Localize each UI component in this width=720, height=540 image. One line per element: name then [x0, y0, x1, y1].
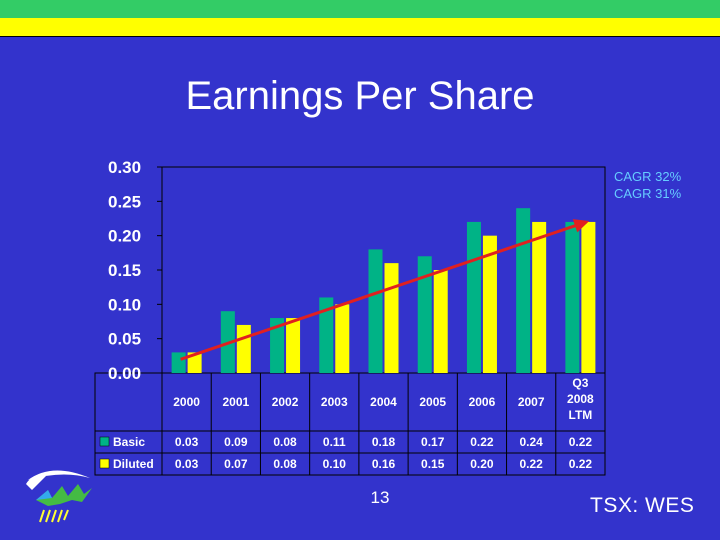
- data-label-basic: 0.22: [470, 435, 494, 449]
- y-tick-label: 0.20: [108, 227, 141, 246]
- bar-basic: [270, 318, 285, 373]
- y-tick-label: 0.10: [108, 295, 141, 314]
- category-label: 2001: [222, 395, 249, 409]
- bar-diluted: [384, 263, 399, 373]
- bar-basic: [171, 352, 186, 373]
- data-label-diluted: 0.20: [470, 457, 494, 471]
- data-label-diluted: 0.16: [372, 457, 396, 471]
- bar-diluted: [286, 318, 301, 373]
- cagr-annotation: CAGR 32%: [614, 169, 682, 184]
- legend-label-basic: Basic: [113, 435, 145, 449]
- category-label: 2006: [469, 395, 496, 409]
- bar-diluted: [581, 221, 596, 373]
- y-tick-label: 0.05: [108, 330, 141, 349]
- slide-title: Earnings Per Share: [185, 74, 535, 118]
- category-label: 2003: [321, 395, 348, 409]
- data-label-diluted: 0.22: [569, 457, 593, 471]
- category-label: LTM: [569, 408, 593, 422]
- data-label-basic: 0.03: [175, 435, 199, 449]
- category-label: 2008: [567, 392, 594, 406]
- data-label-basic: 0.18: [372, 435, 396, 449]
- ticker-symbol: TSX: WES: [590, 494, 695, 517]
- data-label-diluted: 0.07: [224, 457, 248, 471]
- trend-line: [180, 220, 587, 361]
- category-label: 2007: [518, 395, 545, 409]
- data-label-basic: 0.24: [519, 435, 543, 449]
- bar-diluted: [187, 352, 202, 373]
- trend-arrow-head: [572, 219, 590, 233]
- y-tick-label: 0.15: [108, 261, 141, 280]
- bar-diluted: [433, 270, 448, 373]
- category-label: 2005: [419, 395, 446, 409]
- data-label-basic: 0.22: [569, 435, 593, 449]
- y-tick-label: 0.25: [108, 192, 141, 211]
- data-label-basic: 0.09: [224, 435, 248, 449]
- bar-diluted: [482, 235, 497, 373]
- category-label: 2004: [370, 395, 397, 409]
- bar-basic: [565, 221, 580, 373]
- legend-label-diluted: Diluted: [113, 457, 154, 471]
- data-label-basic: 0.17: [421, 435, 445, 449]
- bar-diluted: [532, 221, 547, 373]
- y-tick-label: 0.30: [108, 158, 141, 177]
- data-label-diluted: 0.10: [323, 457, 347, 471]
- data-label-diluted: 0.22: [519, 457, 543, 471]
- header-stripe-blue: [0, 36, 720, 57]
- bar-basic: [466, 221, 481, 373]
- legend-swatch-diluted: [99, 458, 110, 469]
- bar-diluted: [236, 324, 251, 373]
- bar-basic: [368, 249, 383, 373]
- bar-basic: [319, 297, 334, 373]
- header-stripe-yellow: [0, 18, 720, 36]
- y-tick-label: 0.00: [108, 364, 141, 383]
- data-label-basic: 0.08: [273, 435, 297, 449]
- category-label: 2000: [173, 395, 200, 409]
- bar-basic: [417, 256, 432, 373]
- data-label-diluted: 0.08: [273, 457, 297, 471]
- category-label: 2002: [272, 395, 299, 409]
- data-label-diluted: 0.03: [175, 457, 199, 471]
- legend-swatch-basic: [99, 436, 110, 447]
- bar-diluted: [335, 304, 350, 373]
- category-label: Q3: [572, 376, 588, 390]
- data-label-basic: 0.11: [323, 435, 346, 449]
- cagr-annotation: CAGR 31%: [614, 186, 682, 201]
- header-stripe-green: [0, 0, 720, 18]
- page-number: 13: [370, 488, 390, 507]
- company-logo: [26, 470, 92, 523]
- data-label-diluted: 0.15: [421, 457, 445, 471]
- bar-basic: [516, 208, 531, 373]
